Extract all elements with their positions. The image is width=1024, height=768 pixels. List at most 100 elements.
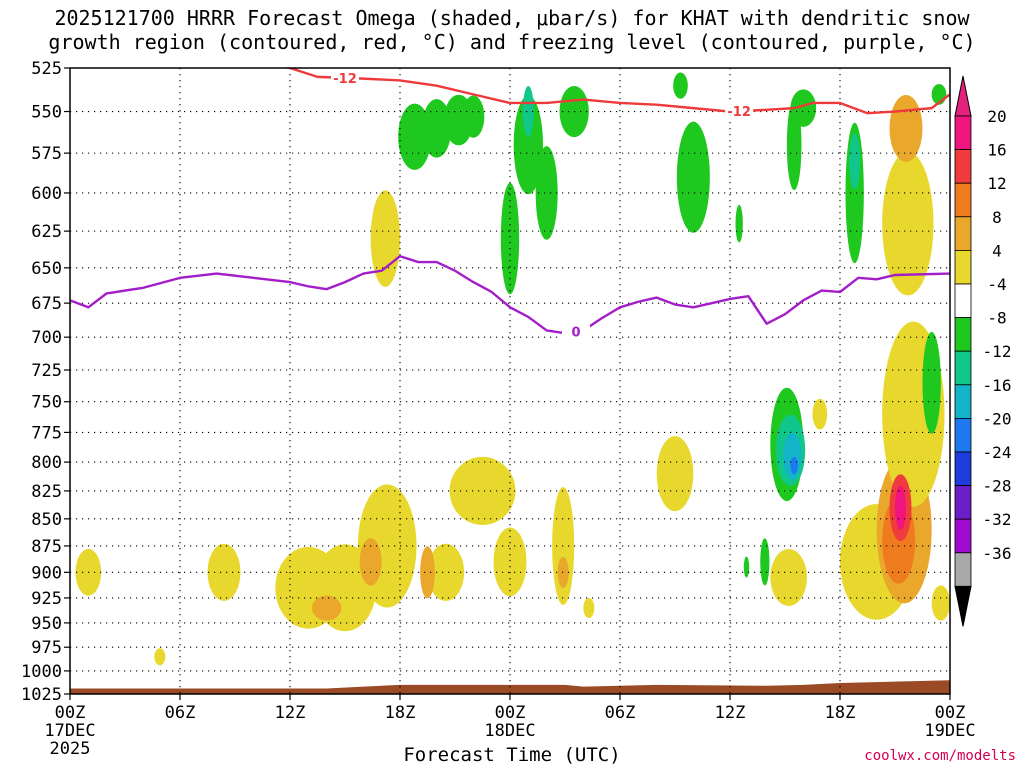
omega-region [849,132,861,190]
freezing-level-contour-label-bg [562,324,590,339]
colorbar: 20 16 12 8 4 -4 -8 -12 -16 -20 -24 -28 -32 -36 [954,75,1012,627]
colorbar-band [954,384,972,419]
colorbar-band [954,350,972,386]
omega-region [207,543,241,601]
x-tick-label: 18Z [825,703,856,723]
colorbar-label: -32 [983,510,1012,529]
colorbar-band [954,216,972,251]
x-tick-label: 18Z [385,703,416,723]
colorbar-label: 16 [987,141,1006,160]
colorbar-band [954,115,972,150]
omega-region [931,585,950,621]
x-tick-label: 06Z [605,703,636,723]
omega-region [422,99,452,158]
y-tick-label: 625 [31,222,62,242]
colorbar-band [954,485,972,520]
y-tick-label: 800 [31,453,62,473]
contour-layer [70,68,950,335]
colorbar-label: 8 [992,208,1002,227]
x-tick-date-label: 19DEC [924,721,975,741]
dgz-contour-label-bg [725,104,754,119]
omega-region [462,95,485,138]
y-tick-label: 900 [31,563,62,583]
dgz-contour-label: -12 [333,72,357,87]
colorbar-band [954,317,972,352]
omega-region [676,121,710,233]
omega-region [743,556,750,578]
colorbar-label: -20 [983,409,1012,428]
x-tick-date-label: 17DEC [44,721,95,741]
omega-region [583,598,595,619]
omega-region [500,182,520,295]
omega-region [493,527,527,597]
x-tick-label: 00Z [935,703,966,723]
omega-region [154,648,166,666]
y-tick-label: 750 [31,393,62,413]
omega-region [735,204,743,243]
y-tick-label: 775 [31,423,62,443]
y-tick-label: 650 [31,259,62,279]
x-tick-label: 12Z [715,703,746,723]
omega-region [513,95,543,195]
x-tick-label: 06Z [165,703,196,723]
colorbar-label: -36 [983,544,1012,563]
omega-region [770,549,808,606]
colorbar-label: -28 [983,477,1012,496]
colorbar-label: 12 [987,174,1006,193]
y-tick-label: 975 [31,638,62,658]
colorbar-band [954,451,972,486]
y-tick-label: 600 [31,184,62,204]
omega-region [427,543,465,601]
omega-region [889,94,923,162]
x-tick-date-label: 18DEC [484,721,535,741]
omega-region [812,398,828,430]
y-tick-label: 725 [31,361,62,381]
omega-region [312,595,342,621]
colorbar-label: -4 [987,275,1006,294]
colorbar-band [954,149,972,184]
x-tick-label: 12Z [275,703,306,723]
x-tick-year-label: 2025 [50,739,91,759]
chart-title-line-2: growth region (contoured, red, °C) and f… [48,30,976,54]
x-tick-label: 00Z [55,703,86,723]
colorbar-band [954,552,972,587]
omega-region [895,485,906,531]
omega-region [449,456,516,525]
colorbar-band [954,283,972,318]
chart-title: 2025121700 HRRR Forecast Omega (shaded, … [0,6,1024,54]
colorbar-band [954,518,972,554]
colorbar-label: 20 [987,107,1006,126]
omega-region [673,72,688,99]
colorbar-label: -16 [983,376,1012,395]
y-tick-label: 1025 [21,685,62,705]
omega-region [922,331,941,434]
dgz-contour-line [281,68,950,115]
colorbar-band [954,182,972,218]
y-tick-label: 675 [31,294,62,314]
y-tick-label: 850 [31,510,62,530]
omega-shading-layer [75,72,950,666]
colorbar-label: -8 [987,309,1006,328]
colorbar-label: 4 [992,241,1002,260]
omega-region [522,86,534,138]
colorbar-bottom-arrow [954,585,972,627]
y-tick-label: 525 [31,59,62,79]
omega-region [790,89,817,127]
freezing-level-contour-label: 0 [571,326,580,341]
contour-label-layer: -12 -12 0 [331,70,754,341]
y-tick-label: 1000 [21,662,62,682]
omega-region [656,436,694,512]
y-tick-label: 575 [31,144,62,164]
y-tick-label: 875 [31,537,62,557]
x-axis-label: Forecast Time (UTC) [403,744,621,766]
y-tick-label: 700 [31,328,62,348]
credit-text: coolwx.com/modelts [864,748,1016,764]
y-tick-label: 925 [31,589,62,609]
chart-title-line-1: 2025121700 HRRR Forecast Omega (shaded, … [54,6,970,30]
colorbar-top-arrow [954,75,972,117]
y-tick-label: 950 [31,614,62,634]
dgz-contour-label-bg [331,70,359,85]
dgz-contour-label: -12 [727,105,751,120]
